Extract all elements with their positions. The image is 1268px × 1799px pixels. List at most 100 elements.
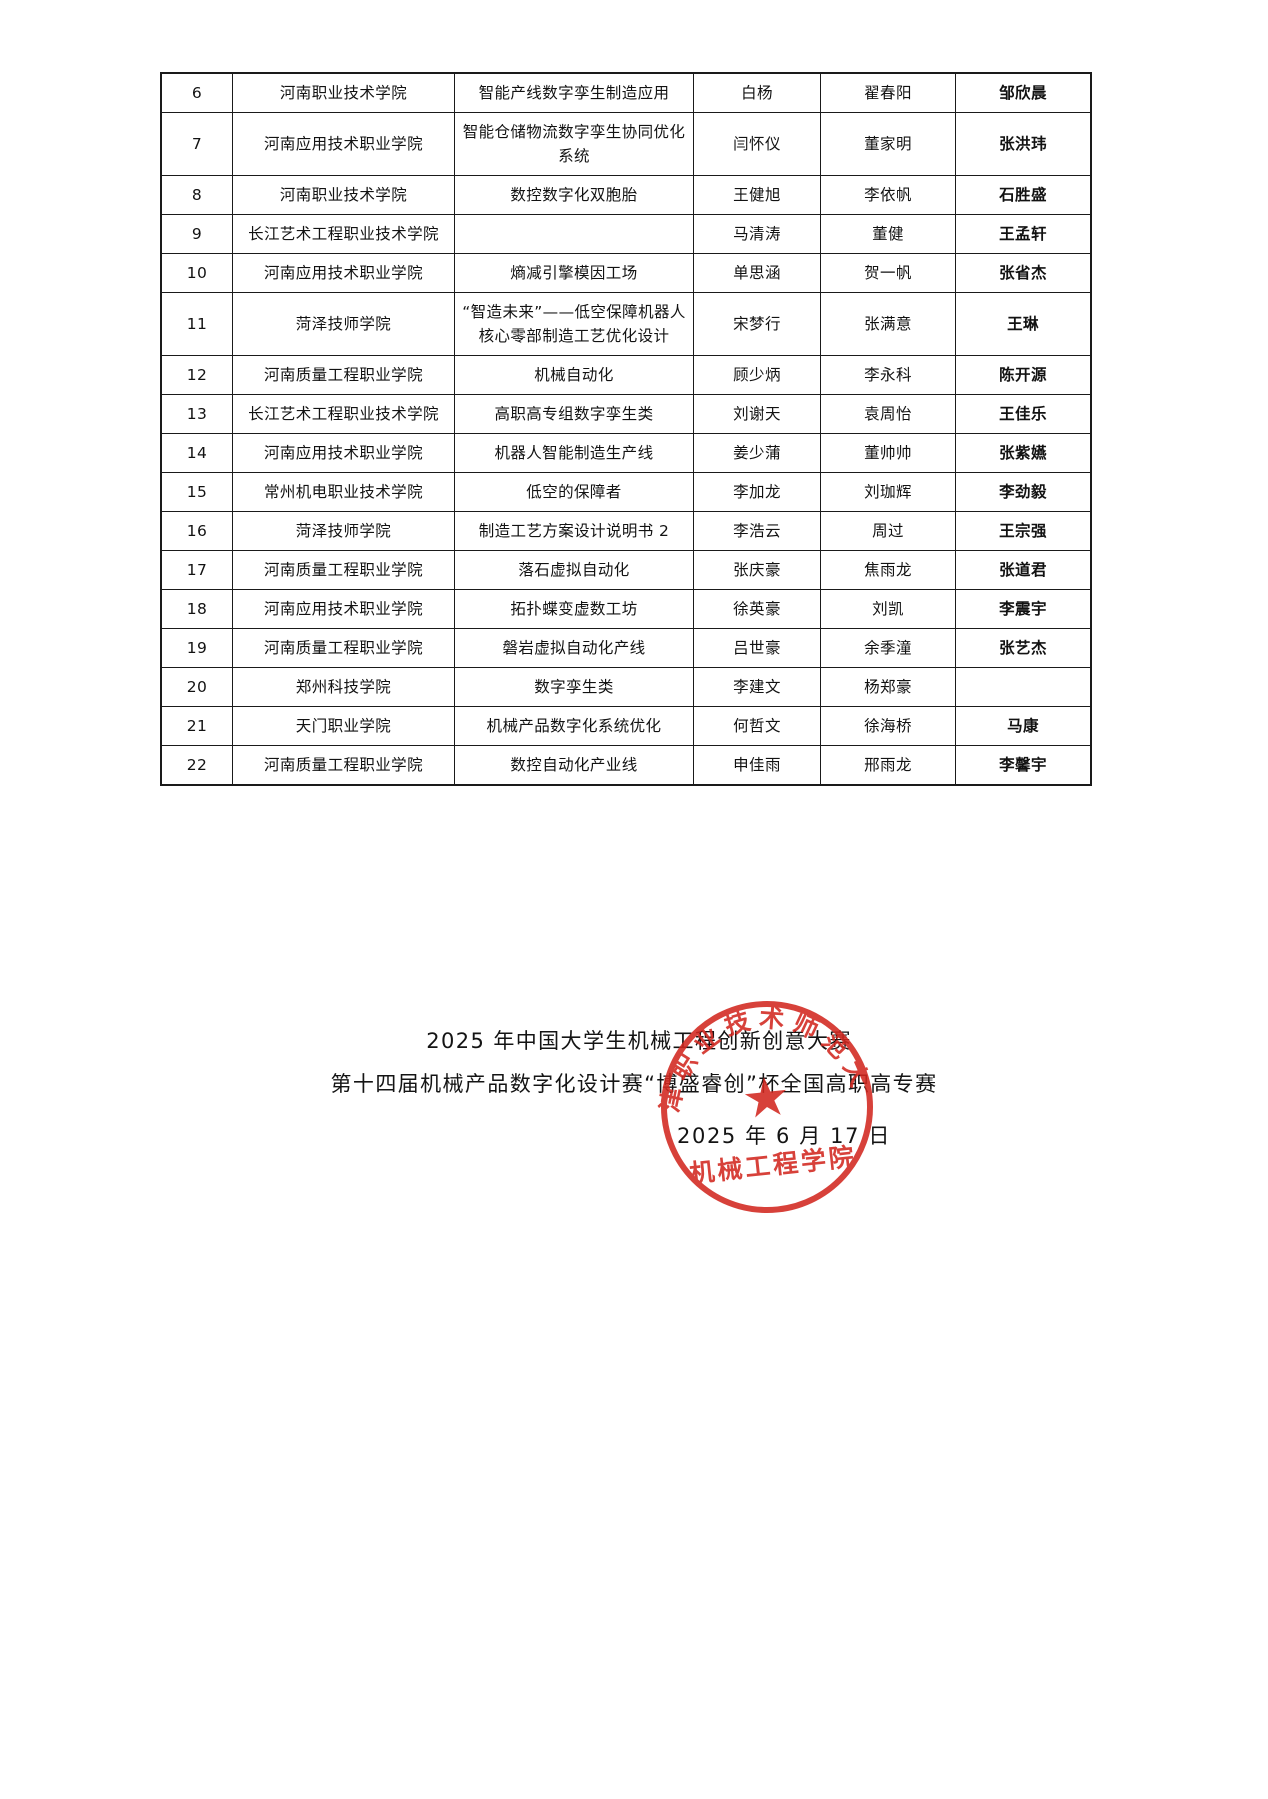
- table-row: 17 河南质量工程职业学院 落石虚拟自动化 张庆豪 焦雨龙 张道君: [160, 550, 1092, 591]
- table-row: 10 河南应用技术职业学院 熵减引擎模因工场 单思涵 贺一帆 张省杰: [160, 253, 1092, 294]
- table-cell-m2: 刘凯: [820, 589, 956, 630]
- table-cell-m3: 李劲毅: [955, 472, 1092, 513]
- table-cell-m1: 闫怀仪: [693, 112, 821, 177]
- table-cell-m2: 邢雨龙: [820, 745, 956, 786]
- table-cell-school: 河南质量工程职业学院: [232, 628, 455, 669]
- table-cell-no: 12: [160, 355, 233, 396]
- table-cell-no: 13: [160, 394, 233, 435]
- table-row: 16 菏泽技师学院 制造工艺方案设计说明书 2 李浩云 周过 王宗强: [160, 511, 1092, 552]
- table-row: 11 菏泽技师学院 “智造未来”——低空保障机器人核心零部制造工艺优化设计 宋梦行 张满…: [160, 292, 1092, 357]
- table-cell-m3: 陈开源: [955, 355, 1092, 396]
- table-cell-m1: 白杨: [693, 72, 821, 114]
- table-cell-m3: 张紫嬿: [955, 433, 1092, 474]
- table-cell-m1: 马清涛: [693, 214, 821, 255]
- table-cell-m1: 何哲文: [693, 706, 821, 747]
- table-cell-m2: 周过: [820, 511, 956, 552]
- table-cell-m2: 董帅帅: [820, 433, 956, 474]
- table-cell-work: 拓扑蝶变虚数工坊: [454, 589, 694, 630]
- footer-line-2: 第十四届机械产品数字化设计赛“博盛睿创”杯全国高职高专赛: [330, 1072, 938, 1097]
- table-cell-school: 菏泽技师学院: [232, 292, 455, 357]
- table-cell-school: 天门职业学院: [232, 706, 455, 747]
- table-cell-m3: 王佳乐: [955, 394, 1092, 435]
- table-cell-school: 河南职业技术学院: [232, 175, 455, 216]
- table-row: 22 河南质量工程职业学院 数控自动化产业线 申佳雨 邢雨龙 李馨宇: [160, 745, 1092, 786]
- table-cell-no: 11: [160, 292, 233, 357]
- table-cell-work: 制造工艺方案设计说明书 2: [454, 511, 694, 552]
- table-cell-work: 智能产线数字孪生制造应用: [454, 72, 694, 114]
- table-cell-m2: 袁周怡: [820, 394, 956, 435]
- table-row: 6 河南职业技术学院 智能产线数字孪生制造应用 白杨 翟春阳 邹欣晨: [160, 72, 1092, 114]
- table-cell-school: 长江艺术工程职业技术学院: [232, 394, 455, 435]
- table-cell-m3: 李馨宇: [955, 745, 1092, 786]
- table-cell-m1: 李建文: [693, 667, 821, 708]
- award-table: 6 河南职业技术学院 智能产线数字孪生制造应用 白杨 翟春阳 邹欣晨 7 河南应用技术职业学院…: [160, 72, 1092, 787]
- table-cell-m2: 徐海桥: [820, 706, 956, 747]
- table-cell-m1: 王健旭: [693, 175, 821, 216]
- table-cell-school: 河南职业技术学院: [232, 72, 455, 114]
- table-row: 15 常州机电职业技术学院 低空的保障者 李加龙 刘珈辉 李劲毅: [160, 472, 1092, 513]
- table-cell-no: 15: [160, 472, 233, 513]
- table-cell-m1: 吕世豪: [693, 628, 821, 669]
- table-cell-m2: 刘珈辉: [820, 472, 956, 513]
- table-cell-m3: 邹欣晨: [955, 72, 1092, 114]
- footer-date: 2025 年 6 月 17 日: [677, 1124, 891, 1149]
- table-row: 19 河南质量工程职业学院 磐岩虚拟自动化产线 吕世豪 余季潼 张艺杰: [160, 628, 1092, 669]
- table-row: 13 长江艺术工程职业技术学院 高职高专组数字孪生类 刘谢天 袁周怡 王佳乐: [160, 394, 1092, 435]
- table-cell-m3: 王琳: [955, 292, 1092, 357]
- table-cell-school: 菏泽技师学院: [232, 511, 455, 552]
- table-cell-no: 7: [160, 112, 233, 177]
- table-cell-work: 数控数字化双胞胎: [454, 175, 694, 216]
- table-cell-school: 河南质量工程职业学院: [232, 745, 455, 786]
- table-cell-m3: 李震宇: [955, 589, 1092, 630]
- table-cell-school: 河南质量工程职业学院: [232, 355, 455, 396]
- table-row: 8 河南职业技术学院 数控数字化双胞胎 王健旭 李依帆 石胜盛: [160, 175, 1092, 216]
- table-cell-work: 磐岩虚拟自动化产线: [454, 628, 694, 669]
- table-cell-no: 20: [160, 667, 233, 708]
- table-cell-school: 河南应用技术职业学院: [232, 433, 455, 474]
- table-cell-m3: [955, 667, 1092, 708]
- table-cell-m3: 张艺杰: [955, 628, 1092, 669]
- table-row: 7 河南应用技术职业学院 智能仓储物流数字孪生协同优化系统 闫怀仪 董家明 张洪玮: [160, 112, 1092, 177]
- table-cell-school: 长江艺术工程职业技术学院: [232, 214, 455, 255]
- table-cell-m1: 张庆豪: [693, 550, 821, 591]
- table-cell-school: 河南应用技术职业学院: [232, 112, 455, 177]
- table-cell-m2: 董健: [820, 214, 956, 255]
- table-cell-m1: 徐英豪: [693, 589, 821, 630]
- table-cell-m1: 姜少蒲: [693, 433, 821, 474]
- table-cell-no: 18: [160, 589, 233, 630]
- document-footer: 2025 年中国大学生机械工程创新创意大赛 第十四届机械产品数字化设计赛“博盛睿…: [0, 1020, 1268, 1150]
- table-cell-school: 郑州科技学院: [232, 667, 455, 708]
- table-cell-work: 智能仓储物流数字孪生协同优化系统: [454, 112, 694, 177]
- table-cell-no: 16: [160, 511, 233, 552]
- table-cell-m1: 单思涵: [693, 253, 821, 294]
- table-cell-m3: 张道君: [955, 550, 1092, 591]
- table-cell-work: “智造未来”——低空保障机器人核心零部制造工艺优化设计: [454, 292, 694, 357]
- table-cell-m3: 王宗强: [955, 511, 1092, 552]
- table-cell-school: 常州机电职业技术学院: [232, 472, 455, 513]
- table-cell-m1: 宋梦行: [693, 292, 821, 357]
- table-cell-work: 高职高专组数字孪生类: [454, 394, 694, 435]
- table-cell-work: [454, 214, 694, 255]
- table-cell-work: 机器人智能制造生产线: [454, 433, 694, 474]
- table-cell-m2: 张满意: [820, 292, 956, 357]
- table-cell-work: 低空的保障者: [454, 472, 694, 513]
- table-cell-work: 机械自动化: [454, 355, 694, 396]
- table-cell-m3: 张洪玮: [955, 112, 1092, 177]
- table-cell-work: 机械产品数字化系统优化: [454, 706, 694, 747]
- table-cell-m2: 焦雨龙: [820, 550, 956, 591]
- table-cell-school: 河南应用技术职业学院: [232, 253, 455, 294]
- table-cell-school: 河南应用技术职业学院: [232, 589, 455, 630]
- table-cell-no: 17: [160, 550, 233, 591]
- table-cell-no: 19: [160, 628, 233, 669]
- table-cell-m3: 马康: [955, 706, 1092, 747]
- table-cell-m3: 王孟轩: [955, 214, 1092, 255]
- table-cell-m2: 李永科: [820, 355, 956, 396]
- table-cell-work: 熵减引擎模因工场: [454, 253, 694, 294]
- table-cell-work: 落石虚拟自动化: [454, 550, 694, 591]
- table-cell-no: 9: [160, 214, 233, 255]
- table-cell-m2: 翟春阳: [820, 72, 956, 114]
- table-row: 20 郑州科技学院 数字孪生类 李建文 杨郑豪: [160, 667, 1092, 708]
- table-cell-m3: 张省杰: [955, 253, 1092, 294]
- table-cell-m1: 顾少炳: [693, 355, 821, 396]
- table-cell-m2: 余季潼: [820, 628, 956, 669]
